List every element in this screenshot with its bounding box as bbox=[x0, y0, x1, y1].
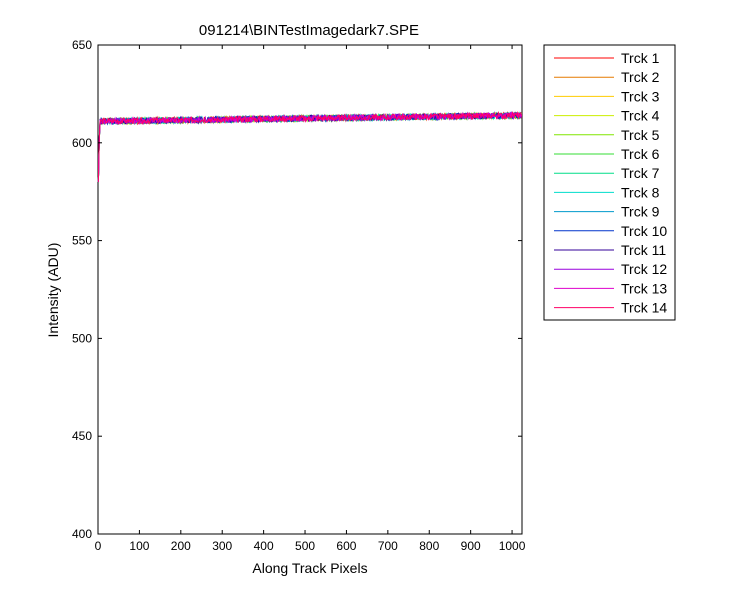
legend-label: Trck 13 bbox=[621, 280, 667, 296]
x-axis-label: Along Track Pixels bbox=[252, 560, 367, 576]
y-tick-label: 550 bbox=[72, 234, 92, 248]
legend-label: Trck 8 bbox=[621, 184, 660, 200]
legend-label: Trck 10 bbox=[621, 223, 667, 239]
legend-label: Trck 9 bbox=[621, 204, 660, 220]
x-tick-label: 500 bbox=[295, 539, 315, 553]
chart-title: 091214\BINTestImagedark7.SPE bbox=[199, 22, 419, 39]
x-tick-label: 200 bbox=[171, 539, 191, 553]
x-tick-label: 900 bbox=[461, 539, 481, 553]
legend-label: Trck 3 bbox=[621, 88, 660, 104]
series-line-14 bbox=[97, 110, 523, 182]
x-tick-label: 300 bbox=[212, 539, 232, 553]
legend-box bbox=[543, 44, 676, 321]
legend-label: Trck 14 bbox=[621, 300, 667, 316]
legend: Trck 1 Trck 2 Trck 3 Trck 4 Trck 5 Trck 6 Trck… bbox=[543, 44, 676, 321]
legend-label: Trck 4 bbox=[621, 108, 660, 124]
legend-label: Trck 1 bbox=[621, 50, 660, 66]
x-tick-label: 800 bbox=[419, 539, 439, 553]
y-tick-label: 600 bbox=[72, 136, 92, 150]
x-tick-label: 600 bbox=[336, 539, 356, 553]
legend-label: Trck 6 bbox=[621, 146, 660, 162]
x-tick-label: 700 bbox=[378, 539, 398, 553]
legend-label: Trck 7 bbox=[621, 165, 660, 181]
x-tick-label: 100 bbox=[129, 539, 149, 553]
legend-entries: Trck 1 Trck 2 Trck 3 Trck 4 Trck 5 Trck 6 Trck… bbox=[554, 50, 667, 316]
y-tick-label: 450 bbox=[72, 429, 92, 443]
y-axis-ticks: 400 450 500 550 600 650 bbox=[72, 38, 522, 541]
y-tick-label: 500 bbox=[72, 331, 92, 345]
axes-frame bbox=[97, 44, 523, 535]
y-axis-label: Intensity (ADU) bbox=[45, 243, 61, 338]
x-axis-ticks: 0 100 200 300 400 500 600 700 800 900 1000 bbox=[95, 45, 526, 553]
legend-label: Trck 11 bbox=[621, 242, 666, 258]
y-tick-label: 400 bbox=[72, 527, 92, 541]
legend-label: Trck 5 bbox=[621, 127, 660, 143]
series-layer bbox=[97, 110, 523, 182]
legend-label: Trck 12 bbox=[621, 261, 667, 277]
x-tick-label: 0 bbox=[95, 539, 102, 553]
y-tick-label: 650 bbox=[72, 38, 92, 52]
plot-area: 0 100 200 300 400 500 600 700 800 900 1000 400 450 5… bbox=[72, 38, 526, 553]
x-tick-label: 400 bbox=[254, 539, 274, 553]
x-tick-label: 1000 bbox=[499, 539, 526, 553]
legend-label: Trck 2 bbox=[621, 69, 660, 85]
